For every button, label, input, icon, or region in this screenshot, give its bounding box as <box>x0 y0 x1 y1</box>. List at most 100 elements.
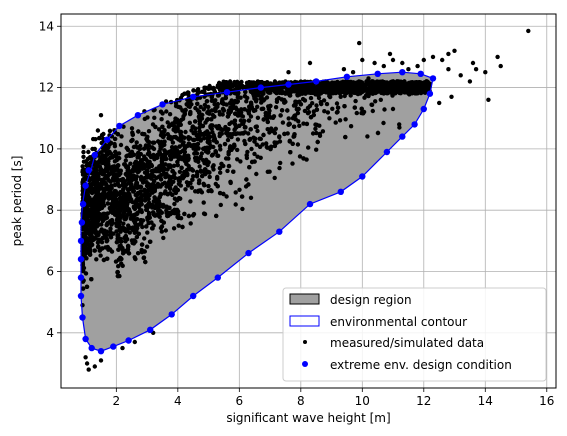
measured-point <box>357 40 362 46</box>
extreme-design-point <box>417 70 424 78</box>
measured-point <box>150 145 155 150</box>
measured-point <box>115 182 120 187</box>
measured-point <box>124 145 129 151</box>
measured-point <box>343 117 348 122</box>
measured-point <box>138 184 144 190</box>
measured-point <box>165 120 170 125</box>
measured-point <box>440 57 445 63</box>
measured-point <box>182 146 188 151</box>
measured-point <box>116 163 121 168</box>
measured-point <box>125 227 130 232</box>
measured-point <box>88 226 94 232</box>
extreme-design-point <box>91 151 99 159</box>
extreme-design-point <box>411 121 418 128</box>
measured-point <box>155 154 160 159</box>
measured-point <box>195 142 200 147</box>
measured-point <box>176 152 181 157</box>
measured-point <box>376 81 381 87</box>
measured-point <box>99 177 104 183</box>
extreme-design-point <box>190 292 197 300</box>
measured-point <box>343 134 348 140</box>
measured-point <box>205 136 210 141</box>
measured-point <box>390 57 396 63</box>
measured-point <box>105 256 110 261</box>
measured-point <box>282 100 287 105</box>
measured-point <box>486 97 491 103</box>
measured-point <box>244 177 249 182</box>
x-tick-label: 8 <box>297 394 305 408</box>
extreme-design-point <box>223 89 231 96</box>
measured-point <box>226 149 231 155</box>
measured-point <box>232 118 238 123</box>
measured-point <box>201 146 206 151</box>
measured-point <box>205 145 210 150</box>
measured-point <box>295 110 301 116</box>
measured-point <box>159 130 164 135</box>
measured-point <box>354 110 359 116</box>
measured-point <box>327 116 332 121</box>
measured-point <box>134 234 140 240</box>
measured-point <box>96 211 101 216</box>
measured-point <box>176 181 182 187</box>
measured-point <box>297 154 303 159</box>
measured-point <box>80 286 86 291</box>
measured-point <box>101 257 107 263</box>
measured-point <box>217 166 223 171</box>
measured-point <box>162 139 167 144</box>
measured-point <box>87 247 93 252</box>
measured-point <box>149 220 154 225</box>
y-axis-label: peak period [s] <box>10 156 24 247</box>
measured-point <box>150 189 156 194</box>
measured-point <box>158 225 164 231</box>
measured-point <box>83 227 89 232</box>
measured-point <box>372 60 377 66</box>
extreme-design-point <box>77 292 85 300</box>
measured-point <box>107 128 113 134</box>
measured-point <box>379 89 384 94</box>
measured-point <box>104 150 110 155</box>
measured-point <box>405 85 411 90</box>
measured-point <box>223 95 228 101</box>
measured-point <box>212 89 217 95</box>
measured-point <box>277 139 283 144</box>
measured-point <box>306 145 311 150</box>
measured-point <box>307 60 313 66</box>
measured-point <box>396 80 401 85</box>
measured-point <box>260 106 266 112</box>
measured-point <box>243 141 248 147</box>
measured-point <box>91 221 97 227</box>
measured-point <box>182 91 187 96</box>
measured-point <box>382 83 388 89</box>
measured-point <box>134 182 139 187</box>
extreme-design-point <box>276 228 283 235</box>
measured-point <box>320 129 326 134</box>
measured-point <box>324 101 330 107</box>
x-tick-label: 12 <box>416 394 431 408</box>
measured-point <box>210 130 215 135</box>
measured-point <box>163 162 168 167</box>
measured-point <box>163 228 168 233</box>
measured-point <box>118 142 124 148</box>
measured-point <box>359 85 364 91</box>
extreme-design-point <box>313 78 320 85</box>
measured-point <box>262 82 267 87</box>
measured-point <box>96 216 102 221</box>
measured-point <box>149 162 154 168</box>
measured-point <box>162 142 167 147</box>
measured-point <box>95 175 101 181</box>
measured-point <box>308 95 314 101</box>
measured-point <box>104 222 109 228</box>
measured-point <box>213 98 218 103</box>
measured-point <box>128 186 133 191</box>
measured-point <box>92 180 97 186</box>
measured-point <box>389 90 394 96</box>
measured-point <box>135 169 141 175</box>
measured-point <box>291 134 297 139</box>
measured-point <box>373 99 378 104</box>
measured-point <box>257 136 262 141</box>
measured-point <box>115 269 120 275</box>
measured-point <box>188 98 193 103</box>
measured-point <box>406 90 411 96</box>
measured-point <box>193 158 198 163</box>
